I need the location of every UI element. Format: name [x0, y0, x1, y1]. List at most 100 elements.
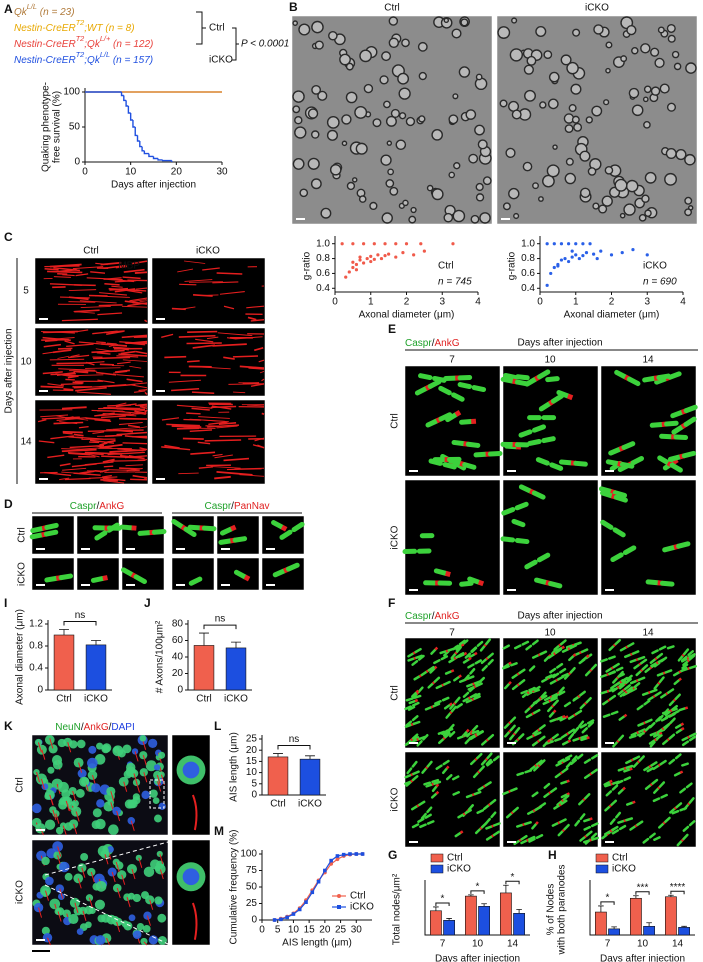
- axon: [359, 49, 372, 63]
- paranode: [405, 720, 413, 727]
- step-line: [125, 100, 129, 107]
- paranode: [608, 644, 615, 652]
- error-bar: [59, 629, 69, 635]
- paranode: [464, 652, 472, 659]
- paranode: [424, 705, 433, 711]
- paranode: [636, 704, 644, 711]
- legend-swatch: [430, 853, 444, 863]
- neuron: [55, 826, 64, 835]
- myelin: [206, 336, 219, 340]
- node: [629, 767, 633, 771]
- paranode: [566, 644, 574, 649]
- bar: [664, 896, 677, 936]
- myelin: [67, 375, 79, 379]
- text-segment: Caspr: [204, 501, 231, 512]
- marker: [354, 852, 359, 856]
- paranode: [674, 723, 683, 729]
- legend-swatch: [595, 853, 609, 863]
- myelin: [123, 268, 145, 273]
- axon: [345, 91, 358, 104]
- myelin: [119, 454, 145, 460]
- point: [404, 242, 409, 246]
- y-axis-label: g-ratio: [302, 251, 313, 280]
- paranode: [650, 761, 658, 767]
- scale-bar: [176, 584, 185, 586]
- sig-label: *: [476, 881, 480, 892]
- scale-bar: [176, 548, 185, 550]
- paranode: [610, 710, 619, 716]
- axon: [460, 18, 469, 27]
- paranode: [516, 771, 525, 777]
- marker: [279, 917, 283, 922]
- paranode: [285, 562, 300, 572]
- ais: [104, 854, 109, 865]
- column-label: iCKO: [585, 3, 609, 14]
- myelin: [261, 412, 265, 416]
- axon: [664, 172, 677, 186]
- text-segment: AnkG: [84, 722, 109, 733]
- row-label: Ctrl: [15, 777, 26, 793]
- myelin: [38, 440, 55, 444]
- paranode: [487, 450, 503, 457]
- row-label: Ctrl: [390, 685, 401, 701]
- neuron: [96, 799, 105, 808]
- axon: [666, 102, 677, 112]
- node: [508, 681, 512, 685]
- myelin: [99, 384, 127, 388]
- scale-bar: [126, 548, 135, 550]
- scale-bar: [266, 548, 275, 550]
- paranode: [463, 732, 472, 737]
- paranode: [555, 715, 564, 721]
- neuron: [154, 865, 161, 872]
- text-segment: L/L: [100, 50, 110, 59]
- point: [369, 254, 373, 258]
- x-tick-label: 3: [644, 297, 650, 308]
- myelin: [109, 469, 140, 472]
- ais: [116, 921, 121, 933]
- myelin: [139, 300, 148, 303]
- paranode: [540, 691, 547, 699]
- myelin: [91, 349, 125, 354]
- axon: [470, 214, 480, 224]
- y-tick-label: 10: [246, 767, 258, 778]
- paranode: [662, 738, 669, 746]
- paranode: [680, 655, 688, 662]
- y-axis-label: with both paranodes: [557, 864, 568, 955]
- paranode: [450, 652, 457, 660]
- myelin: [107, 451, 145, 456]
- node: [609, 779, 613, 784]
- paranode: [571, 755, 578, 762]
- paranode: [570, 758, 577, 765]
- node: [230, 524, 237, 532]
- myelin: [99, 363, 114, 366]
- paranode: [540, 694, 548, 701]
- paranode: [658, 822, 665, 829]
- myelin: [76, 329, 89, 333]
- axon: [631, 46, 639, 55]
- myelin: [61, 318, 98, 322]
- paranode: [535, 457, 550, 466]
- paranode: [600, 519, 614, 530]
- x-axis-label: AIS length (μm): [282, 938, 352, 949]
- scale-bar: [296, 218, 305, 220]
- axon: [526, 55, 537, 66]
- paranode: [524, 706, 531, 714]
- myelin: [177, 268, 194, 273]
- paranode: [683, 404, 698, 414]
- axon: [475, 182, 484, 192]
- x-tick-label: 10: [288, 925, 300, 936]
- axon: [539, 101, 547, 109]
- point: [351, 242, 355, 246]
- label: Caspr/AnkG: [405, 611, 460, 622]
- myelin: [99, 292, 127, 296]
- nucleus: [182, 761, 200, 779]
- scale-bar: [156, 390, 165, 392]
- paranode: [683, 648, 690, 656]
- myelin: [178, 472, 199, 475]
- node: [680, 726, 685, 731]
- myelin: [73, 472, 101, 476]
- paranode: [529, 764, 537, 771]
- paranode: [554, 737, 562, 742]
- micrograph: [600, 365, 697, 477]
- myelin: [212, 281, 239, 284]
